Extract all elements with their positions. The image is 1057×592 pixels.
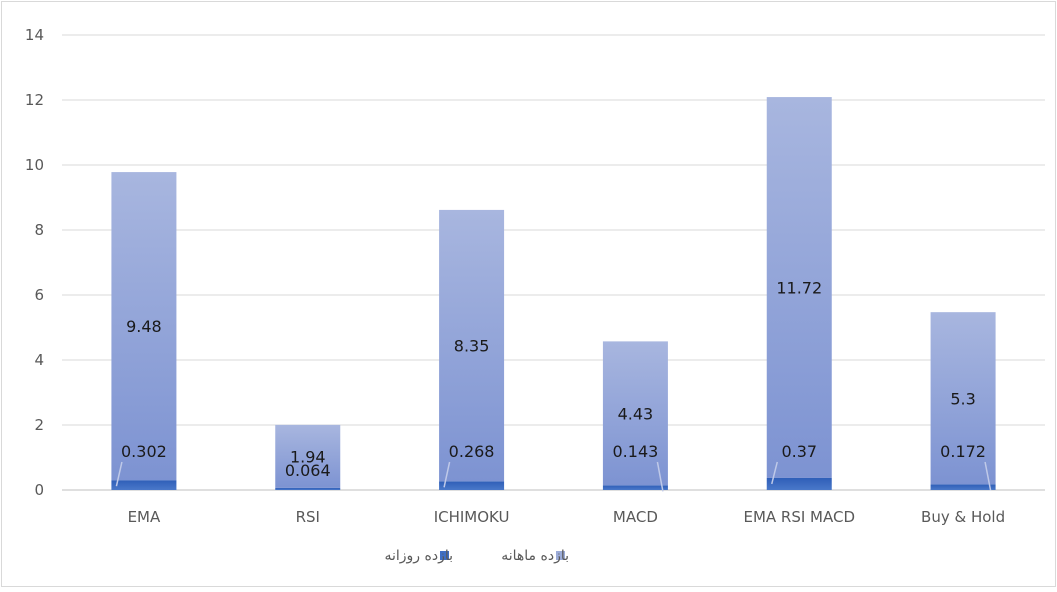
data-label-monthly: 1.94 [290,447,326,466]
y-tick-label: 0 [34,481,44,499]
data-label-daily: 0.064 [285,461,331,480]
legend-swatch-daily [440,551,449,560]
bar-daily [111,480,177,490]
data-label-monthly: 4.43 [618,404,654,423]
legend-swatch-monthly [556,551,565,560]
data-label-daily: 0.268 [449,442,495,461]
y-tick-label: 4 [34,351,44,369]
y-tick-label: 10 [25,156,44,174]
bar-daily [602,485,668,490]
bar-daily [275,487,341,490]
x-category-label: RSI [296,508,320,526]
y-tick-label: 6 [34,286,44,304]
leader-line [984,461,992,491]
data-label-daily: 0.172 [940,442,986,461]
data-label-monthly: 11.72 [776,279,822,298]
legend: بازده روزانه بازده ماهانه [384,548,569,564]
leader-line [443,461,451,488]
bar-daily [930,484,996,490]
y-tick-label: 14 [25,26,44,44]
bars [111,97,996,490]
leader-line [771,461,778,485]
gridlines [62,34,1045,491]
y-tick-label: 2 [34,416,44,434]
bar-monthly [602,341,668,486]
x-axis: EMA RSI ICHIMOKU MACD EMA RSI MACD Buy & Hold [128,508,1006,526]
legend-label-daily: بازده روزانه [384,548,453,564]
data-label-daily: 0.37 [781,442,817,461]
y-tick-label: 8 [34,221,44,239]
y-tick-label: 12 [25,91,44,109]
x-category-label: ICHIMOKU [434,508,510,526]
data-label-daily: 0.302 [121,442,167,461]
data-label-monthly: 8.35 [454,337,490,356]
bar-monthly [439,209,505,482]
x-category-label: Buy & Hold [921,508,1005,526]
data-label-monthly: 5.3 [950,389,975,408]
bar-daily [766,477,832,490]
bar-monthly [930,312,996,485]
leader-line [115,461,123,487]
x-category-label: EMA RSI MACD [743,508,855,526]
x-category-label: MACD [613,508,658,526]
bar-monthly [111,172,177,481]
leader-line [656,461,664,492]
bar-monthly [766,97,832,478]
x-category-label: EMA [128,508,161,526]
bar-monthly [275,424,341,488]
bar-daily [439,481,505,490]
data-label-monthly: 9.48 [126,317,162,336]
y-axis: 0 2 4 6 8 10 12 14 [25,26,44,499]
data-labels: 9.48 0.302 1.940.064 8.35 0.268 4.43 0.143 11.7… [115,279,992,492]
legend-label-monthly: بازده ماهانه [501,548,569,564]
data-label-daily: 0.143 [613,442,659,461]
